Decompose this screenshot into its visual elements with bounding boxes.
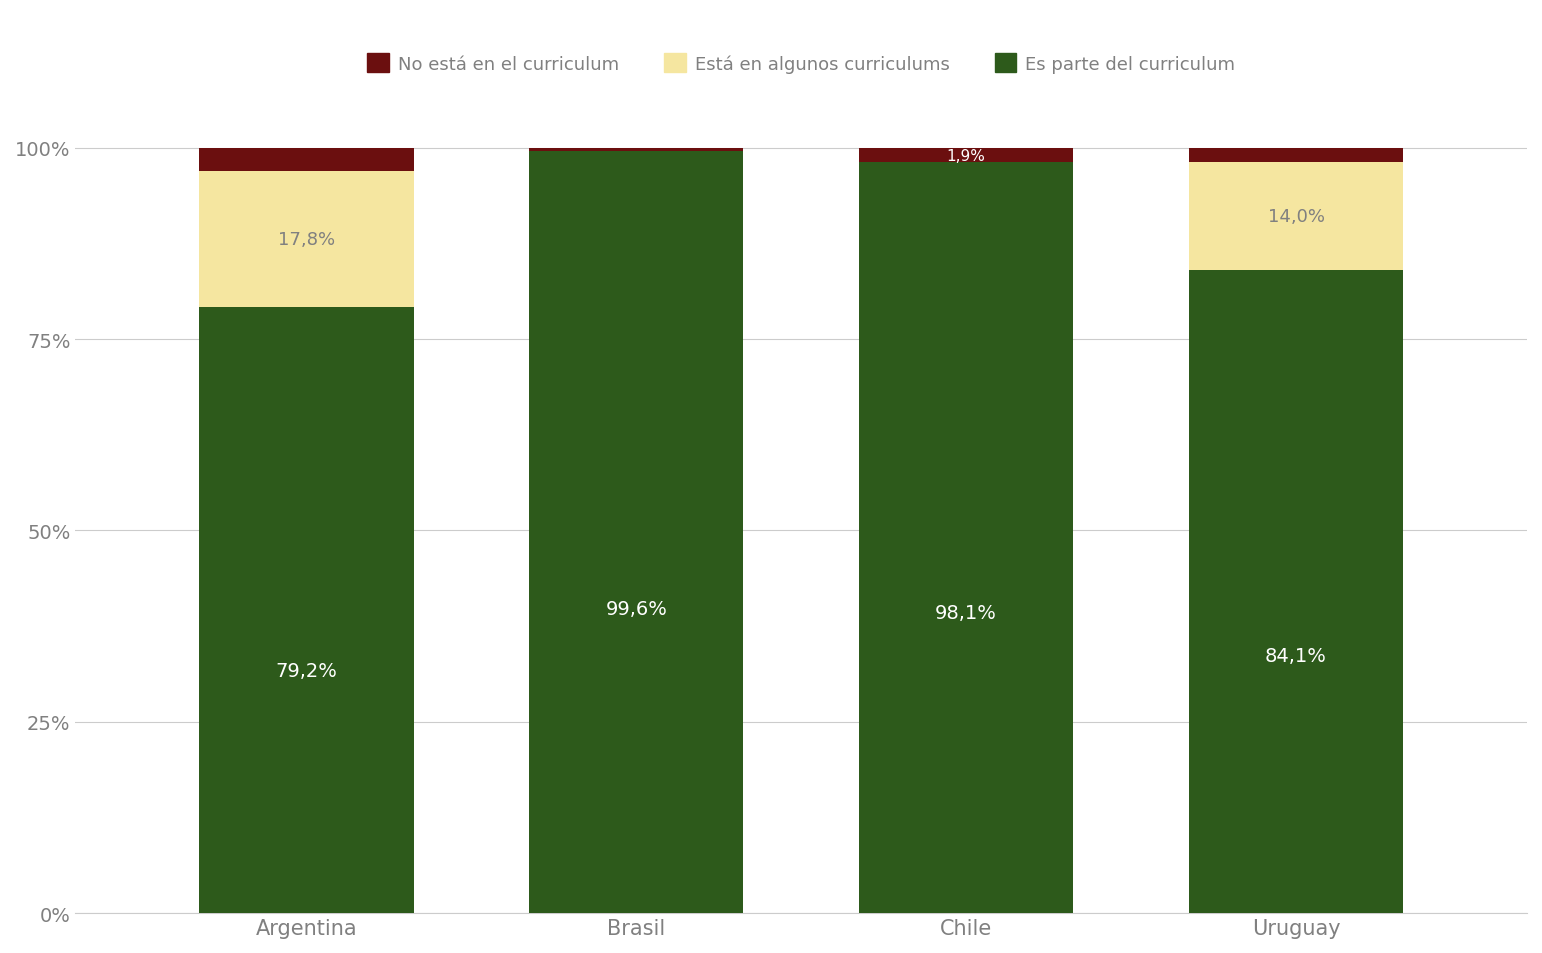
Bar bbox=[529, 149, 743, 152]
Text: 17,8%: 17,8% bbox=[278, 231, 335, 249]
Bar bbox=[1189, 149, 1403, 163]
Bar bbox=[199, 308, 413, 913]
Text: 99,6%: 99,6% bbox=[606, 599, 668, 618]
Legend: No está en el curriculum, Está en algunos curriculums, Es parte del curriculum: No está en el curriculum, Está en alguno… bbox=[359, 47, 1243, 81]
Text: 14,0%: 14,0% bbox=[1268, 208, 1325, 226]
Bar bbox=[859, 149, 1073, 163]
Bar bbox=[529, 152, 743, 913]
Bar bbox=[199, 149, 413, 172]
Bar bbox=[1189, 271, 1403, 913]
Bar bbox=[1189, 163, 1403, 271]
Text: 1,9%: 1,9% bbox=[947, 149, 985, 163]
Text: 98,1%: 98,1% bbox=[934, 603, 998, 622]
Text: 79,2%: 79,2% bbox=[276, 661, 338, 680]
Bar bbox=[859, 163, 1073, 913]
Bar bbox=[199, 172, 413, 308]
Text: 84,1%: 84,1% bbox=[1264, 646, 1328, 665]
